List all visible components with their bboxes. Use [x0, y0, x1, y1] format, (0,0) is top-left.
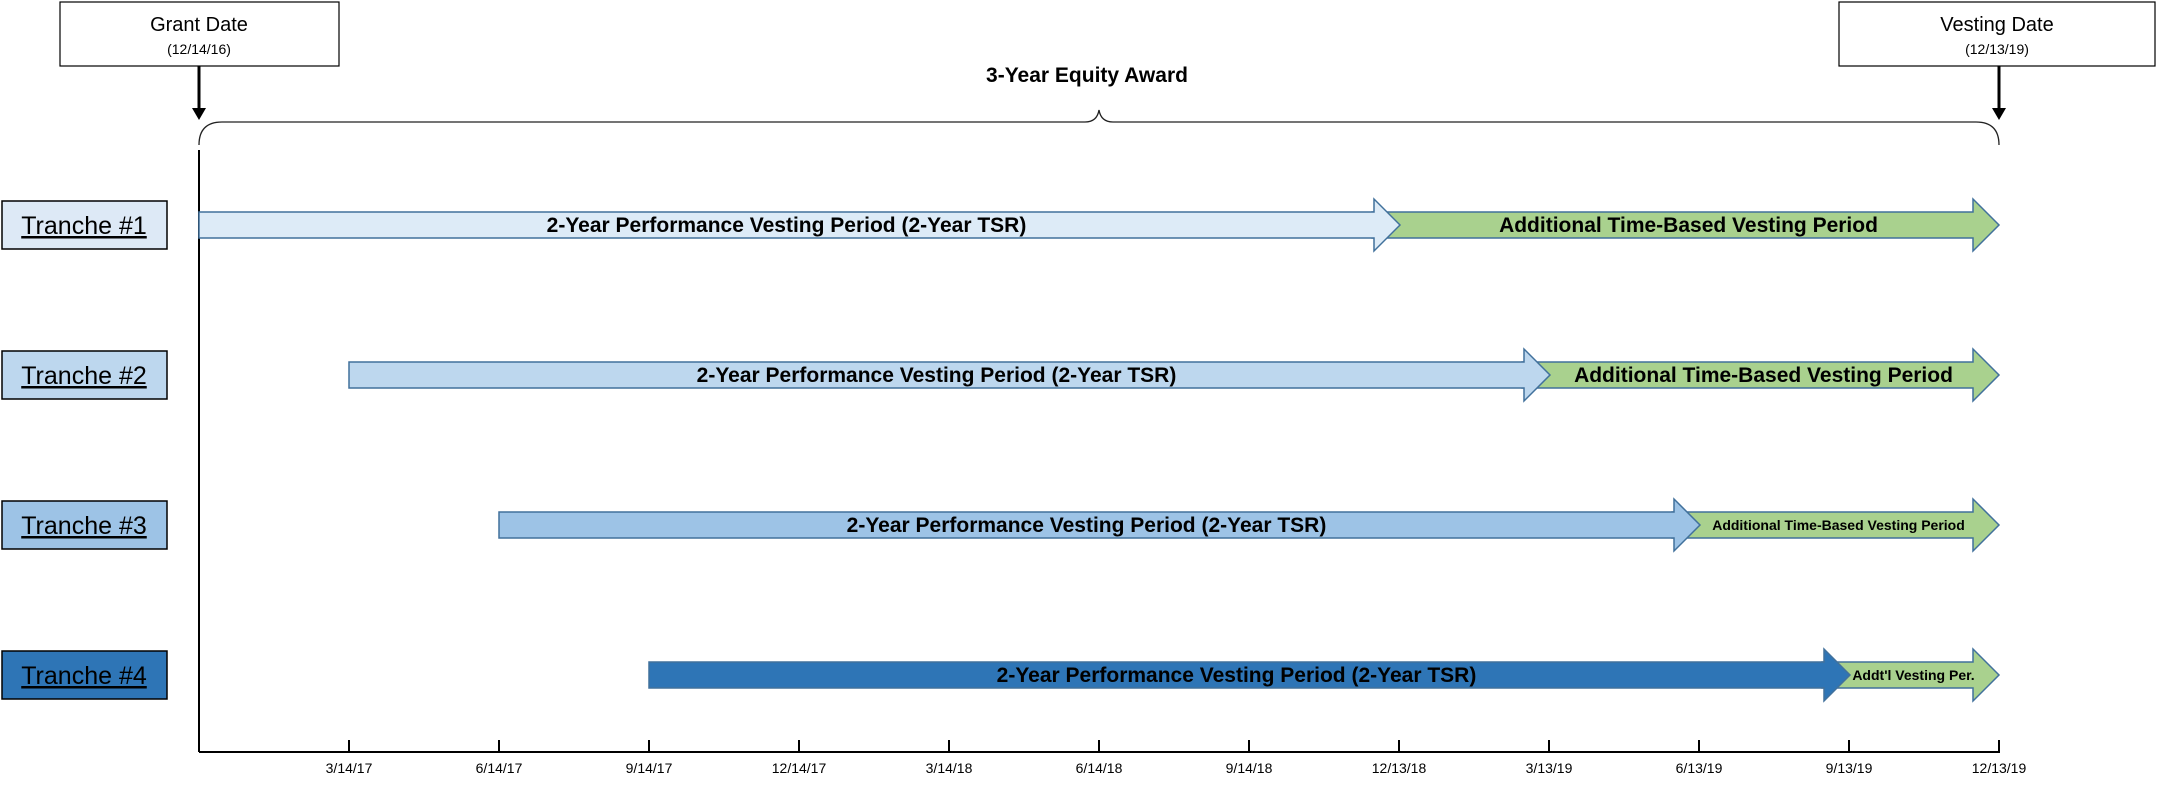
performance-vesting-arrow: [498, 497, 1702, 553]
time-based-vesting-label: Additional Time-Based Vesting Period: [1499, 214, 1878, 237]
performance-vesting-arrow: [198, 197, 1402, 253]
award-brace: [198, 109, 2000, 146]
time-based-vesting-arrow: [1521, 347, 2001, 403]
axis-tick-label: 6/14/17: [476, 760, 523, 776]
tranche-label: Tranche #3: [21, 512, 147, 540]
tranche-label: Tranche #4: [21, 662, 147, 690]
tranche-rows: Tranche #1 2-Year Performance Vesting Per…: [1, 197, 2001, 703]
grant-date-arrow: [192, 66, 206, 120]
axis-tick-label: 9/14/17: [626, 760, 673, 776]
vesting-date-value: (12/13/19): [1965, 41, 2029, 57]
tranche-row-2: Tranche #2 2-Year Performance Vesting Per…: [1, 347, 2001, 403]
performance-vesting-label: 2-Year Performance Vesting Period (2-Yea…: [997, 664, 1477, 687]
tranche-label-box: [1, 350, 168, 400]
performance-vesting-label: 2-Year Performance Vesting Period (2-Yea…: [847, 514, 1327, 537]
tranche-label-box: [1, 650, 168, 700]
axis-tick-label: 6/14/18: [1076, 760, 1123, 776]
tranche-label-box: [1, 500, 168, 550]
axis-tick-label: 12/13/19: [1972, 760, 2027, 776]
tranche-row-1: Tranche #1 2-Year Performance Vesting Per…: [1, 197, 2001, 253]
axis-tick-label: 9/13/19: [1826, 760, 1873, 776]
axis-tick-label: 12/13/18: [1372, 760, 1427, 776]
vesting-date-arrow: [1992, 66, 2006, 120]
vesting-date-box: Vesting Date (12/13/19): [1838, 1, 2156, 67]
axis-tick-label: 3/13/19: [1526, 760, 1573, 776]
time-based-vesting-arrow: [1821, 647, 2001, 703]
tranche-label: Tranche #1: [21, 212, 147, 240]
performance-vesting-arrow: [348, 347, 1552, 403]
time-based-vesting-label: Additional Time-Based Vesting Period: [1574, 364, 1953, 387]
tranche-row-3: Tranche #3 2-Year Performance Vesting Per…: [1, 497, 2001, 553]
grant-date-value: (12/14/16): [167, 41, 231, 57]
axis-tick-label: 6/13/19: [1676, 760, 1723, 776]
time-based-vesting-label: Additional Time-Based Vesting Period: [1712, 517, 1965, 533]
time-based-vesting-label: Addt'l Vesting Per.: [1852, 667, 1974, 683]
axis-tick-label: 3/14/17: [326, 760, 373, 776]
time-based-vesting-arrow: [1671, 497, 2001, 553]
axis-tick-label: 12/14/17: [772, 760, 827, 776]
performance-vesting-arrow: [648, 647, 1852, 703]
performance-vesting-label: 2-Year Performance Vesting Period (2-Yea…: [547, 214, 1027, 237]
tranche-label-box: [1, 200, 168, 250]
vesting-date-title: Vesting Date: [1940, 14, 2053, 36]
award-label: 3-Year Equity Award: [986, 64, 1188, 87]
grant-date-title: Grant Date: [150, 14, 248, 36]
tranche-row-4: Tranche #4 2-Year Performance Vesting Per…: [1, 647, 2001, 703]
tranche-label: Tranche #2: [21, 362, 147, 390]
axis-ticks: 3/14/17 6/14/17 9/14/17 12/14/17 3/14/18 6/14…: [326, 740, 2027, 776]
axis-tick-label: 9/14/18: [1226, 760, 1273, 776]
axis-tick-label: 3/14/18: [926, 760, 973, 776]
performance-vesting-label: 2-Year Performance Vesting Period (2-Yea…: [697, 364, 1177, 387]
time-based-vesting-arrow: [1371, 197, 2001, 253]
grant-date-box: Grant Date (12/14/16): [59, 1, 340, 67]
